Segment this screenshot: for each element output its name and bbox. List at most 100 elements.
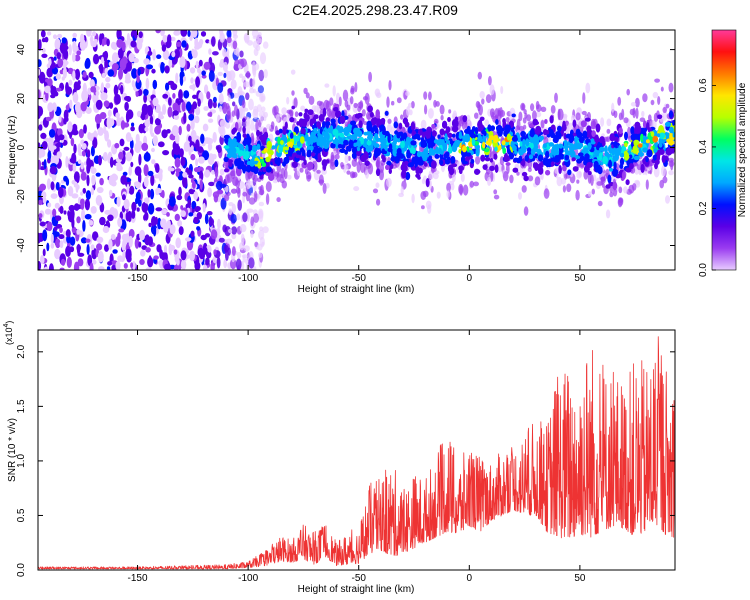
spectrogram-band-mark (296, 140, 301, 147)
spectrogram-noise-mark (44, 208, 52, 215)
spectrogram-band-mark (223, 156, 229, 162)
spectrogram-band-mark (322, 121, 326, 127)
spectrogram-halo-mark (543, 188, 550, 199)
spectrogram-noise-mark (90, 244, 95, 251)
spectrogram-noise-mark (147, 203, 155, 215)
spectrogram-halo-mark (550, 105, 556, 114)
spectrogram-band-mark (580, 120, 587, 128)
spectrogram-band-mark (578, 136, 585, 144)
spectrogram-noise-mark (178, 226, 184, 236)
spectrogram-halo-mark (618, 186, 623, 194)
spectrogram-band-mark (259, 135, 265, 140)
spectrogram-noise-mark (89, 79, 95, 88)
spectrogram-halo-mark (253, 190, 258, 203)
spectrogram-band-mark (490, 125, 496, 131)
spectrogram-noise-mark (44, 85, 51, 94)
spectrogram-band-mark (232, 147, 237, 154)
spectrogram-noise-mark (189, 250, 196, 262)
spectrogram-halo-mark (617, 197, 623, 208)
spectrogram-band-mark (252, 145, 258, 152)
spectrogram-halo-mark (346, 114, 353, 123)
spectrogram-noise-mark (224, 226, 231, 237)
spectrogram-band-mark (376, 120, 380, 128)
spectrogram-band-mark (568, 135, 574, 144)
spectrogram-band-mark (574, 135, 578, 144)
spectrogram-noise-mark (204, 84, 209, 94)
spectrogram-noise-mark (54, 91, 59, 97)
spectrogram-halo-mark (431, 154, 436, 161)
spectrogram-halo-mark (487, 176, 492, 186)
spectrogram-noise-mark (72, 52, 76, 63)
spectrogram-halo-mark (494, 108, 500, 119)
spectrogram-band-mark (316, 138, 321, 147)
spectrogram-halo-mark (374, 88, 381, 97)
spectrogram-noise-mark (43, 266, 49, 270)
spectrogram-band-mark (303, 112, 308, 120)
spectrogram-noise-mark (157, 217, 162, 230)
spectrogram-noise-mark (173, 114, 180, 120)
spectrogram-noise-mark (63, 109, 69, 121)
spectrogram-band-mark (504, 153, 508, 161)
spectrogram-noise-mark (72, 40, 77, 53)
spectrogram-noise-mark (199, 38, 204, 46)
spectrogram-noise-mark (138, 241, 142, 248)
spectrogram-halo-mark (479, 91, 485, 99)
spectrogram-halo-mark (648, 114, 652, 122)
spectrogram-noise-mark (180, 156, 186, 167)
spectrogram-noise-mark (95, 195, 103, 206)
spectrogram-band-mark (417, 136, 421, 141)
spectrogram-band-mark (369, 111, 374, 118)
spectrogram-noise-mark (195, 60, 199, 69)
spectrogram-noise-mark (76, 244, 81, 252)
spectrogram-noise-mark (125, 211, 130, 222)
spectrogram-halo-mark (281, 107, 287, 115)
spectrogram-noise-mark (42, 229, 48, 242)
spectrogram-noise-mark (206, 251, 212, 259)
spectrogram-noise-mark (103, 100, 110, 108)
spectrogram-band-mark (462, 145, 467, 153)
snr-y-tick-label: 0.0 (16, 563, 27, 577)
spectrogram-band-mark (618, 127, 623, 134)
spectrogram-noise-mark (192, 180, 196, 189)
spectrogram-noise-mark (38, 159, 42, 170)
spectrogram-band-mark (624, 142, 628, 148)
spectrogram-noise-mark (157, 141, 165, 148)
spectrogram-band-mark (511, 113, 516, 118)
spectrogram-band-mark (330, 118, 336, 124)
spectrogram-band-mark (434, 154, 440, 159)
spectrogram-noise-mark (242, 212, 248, 223)
spectrogram-halo-mark (459, 185, 463, 196)
spectrogram-frame (37, 29, 676, 271)
spectrogram-band-mark (630, 126, 635, 135)
spectrogram-noise-mark (217, 218, 221, 230)
spectrogram-halo-mark (322, 183, 327, 194)
spectrogram-noise-mark (243, 32, 250, 43)
spectrogram-noise-mark (252, 35, 260, 40)
spectrogram-halo-mark (265, 181, 272, 193)
spectrogram-noise-mark (261, 106, 266, 113)
spectrogram-noise-mark (223, 244, 229, 253)
spectrogram-band-mark (317, 132, 321, 137)
spectrogram-noise-mark (140, 249, 146, 257)
spectrogram-noise-mark (216, 144, 222, 154)
spectrogram-halo-mark (439, 104, 445, 115)
spectrogram-noise-mark (232, 101, 236, 107)
spectrogram-y-tick-label: -40 (16, 238, 27, 253)
spectrogram-noise-mark (158, 170, 163, 182)
spectrogram-y-tick-label: -20 (16, 189, 27, 204)
spectrogram-band-mark (437, 147, 443, 155)
spectrogram-halo-mark (668, 82, 674, 93)
spectrogram-halo-mark (609, 191, 614, 198)
spectrogram-noise-mark (73, 81, 79, 91)
spectrogram-band-mark (609, 168, 613, 172)
spectrogram-noise-mark (97, 127, 104, 136)
spectrogram-halo-mark (293, 167, 297, 172)
spectrogram-noise-mark (231, 226, 238, 235)
spectrogram-band-mark (382, 130, 387, 136)
spectrogram-noise-mark (130, 161, 134, 168)
spectrogram-noise-mark (189, 67, 196, 74)
spectrogram-band-mark (426, 126, 432, 134)
spectrogram-band-mark (406, 153, 411, 159)
spectrogram-band-mark (462, 115, 468, 123)
spectrogram-band-mark (552, 144, 559, 152)
